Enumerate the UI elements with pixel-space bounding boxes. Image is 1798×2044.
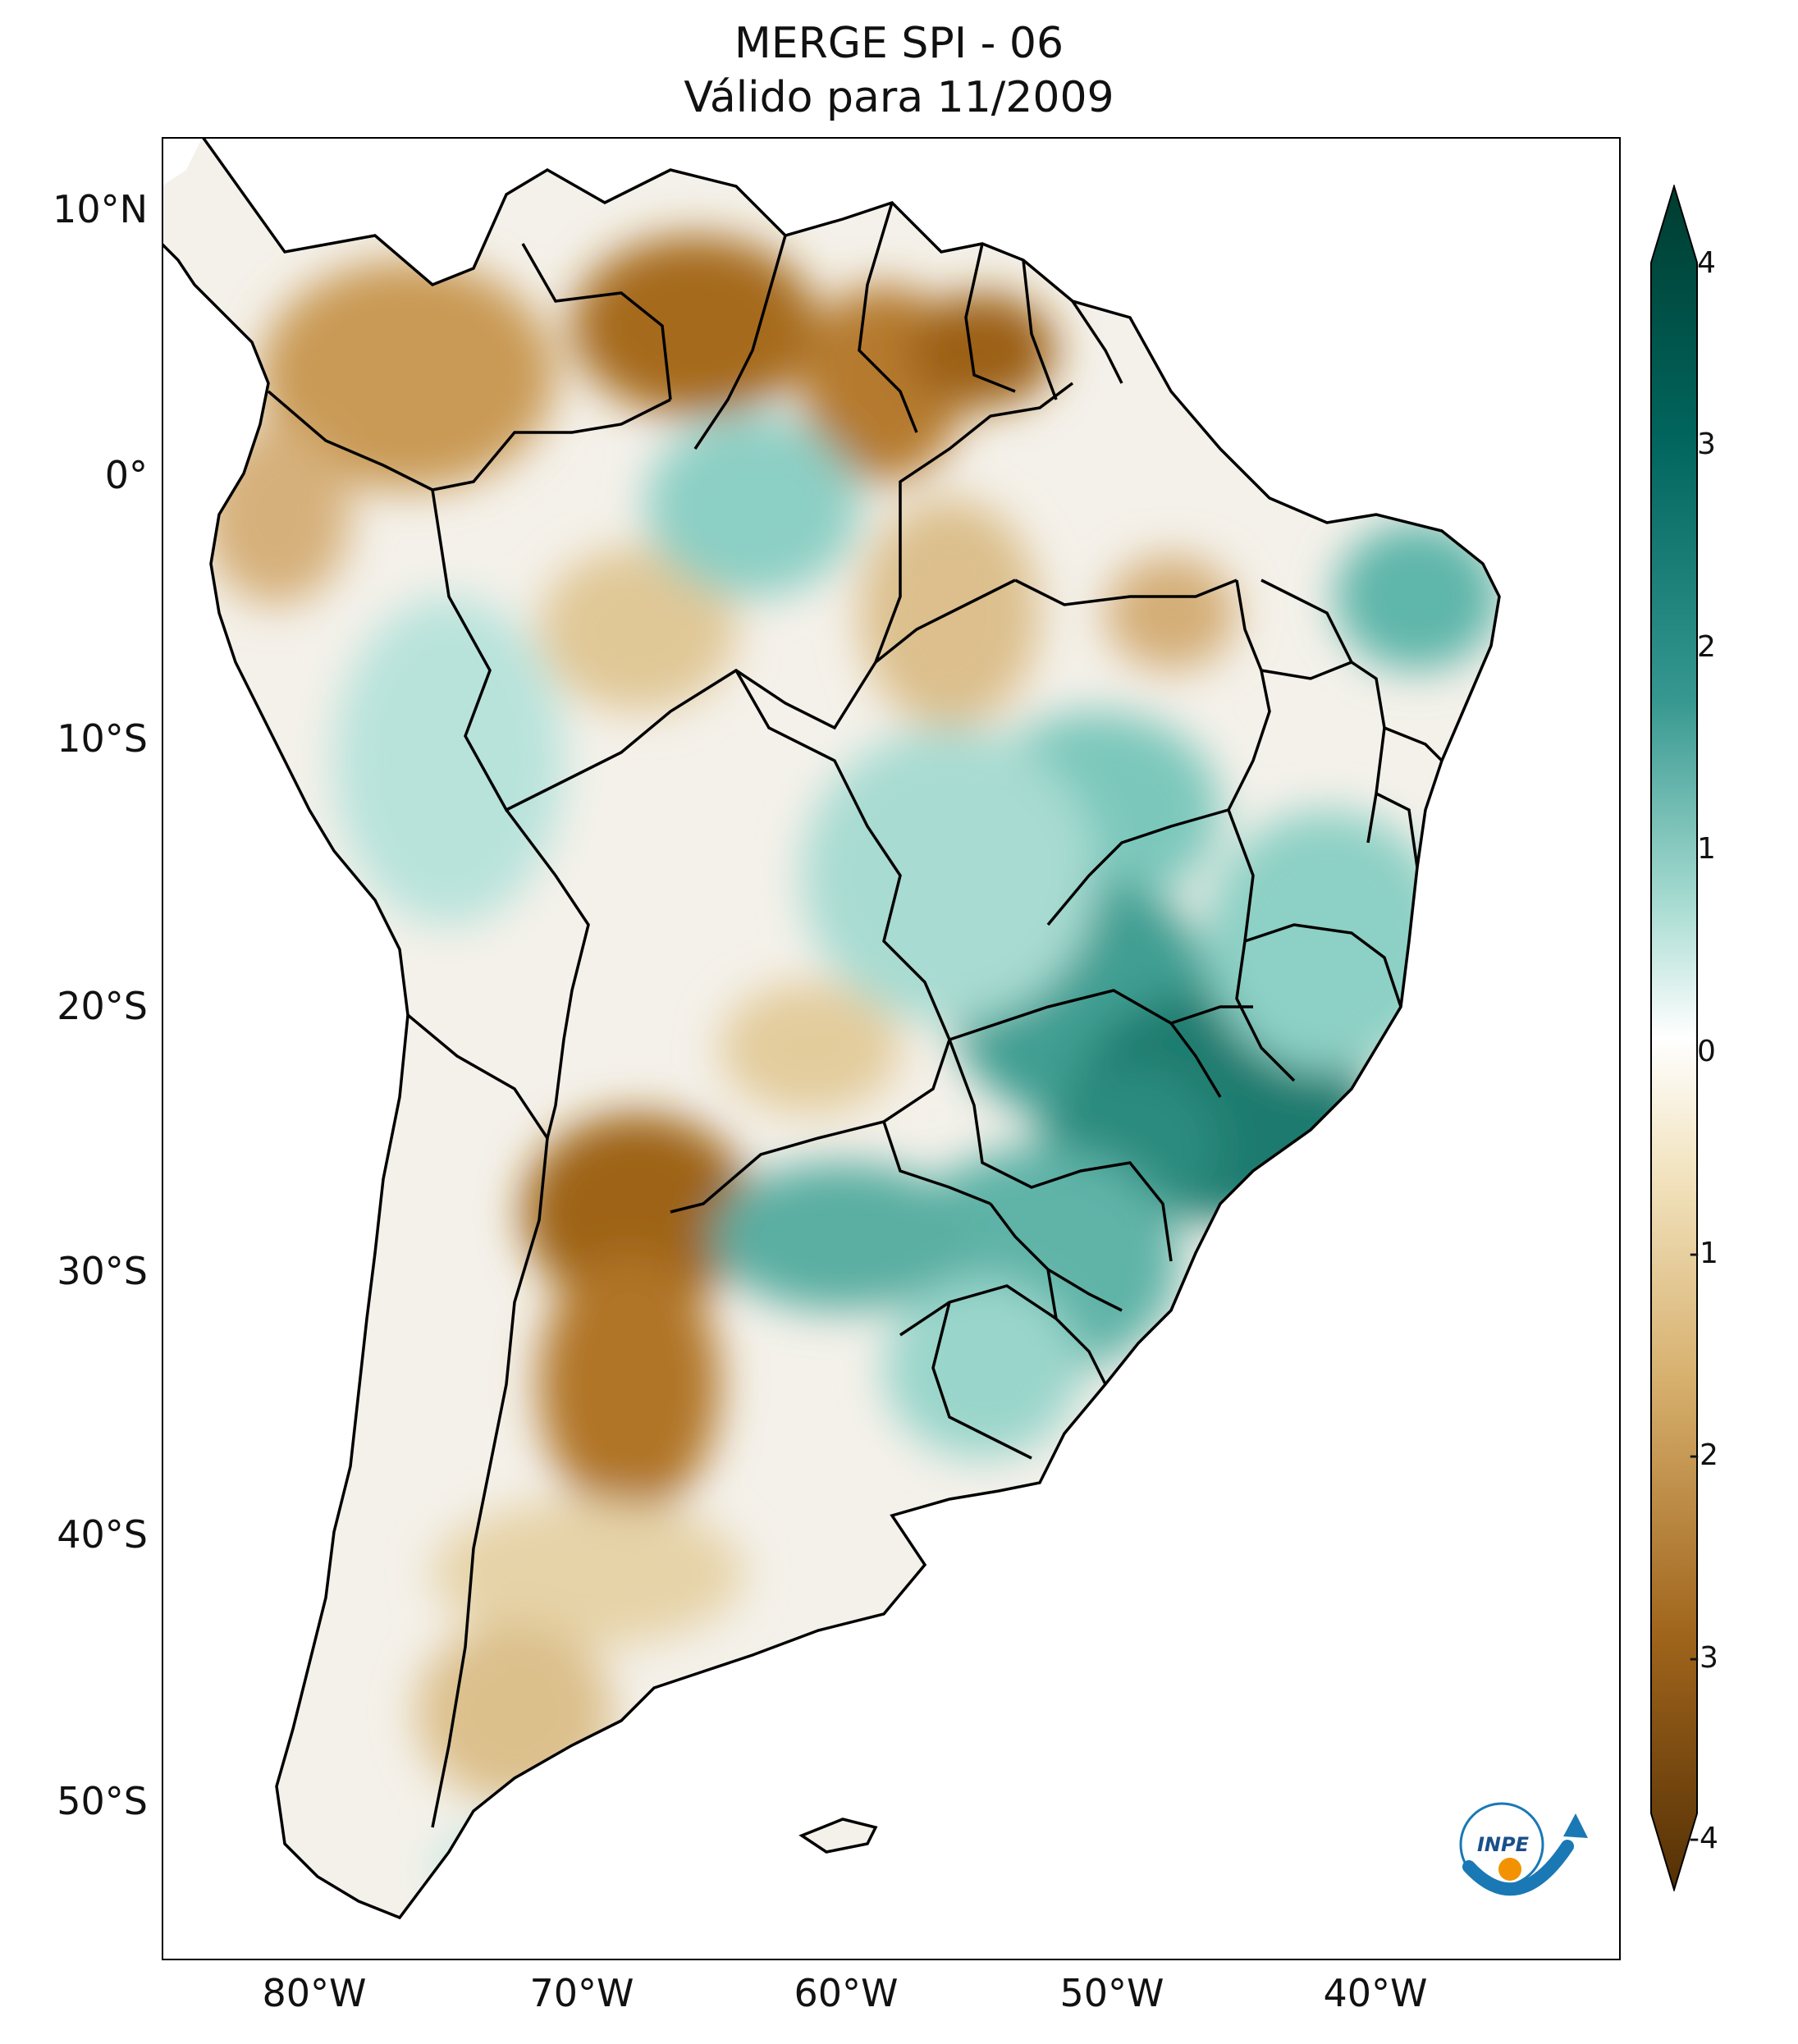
colorbar-tick-neg2: -2	[1689, 1438, 1718, 1472]
colorbar-tick-neg3: -3	[1689, 1641, 1718, 1675]
logo-text: INPE	[1477, 1833, 1530, 1856]
lon-label-60w: 60°W	[794, 1971, 899, 2015]
lat-label-0: 0°	[104, 453, 148, 497]
inpe-logo: INPE	[1444, 1789, 1592, 1904]
lon-label-80w: 80°W	[262, 1971, 367, 2015]
map-frame	[162, 137, 1621, 1960]
colorbar-tick-3: 3	[1697, 428, 1716, 461]
colorbar-tick-2: 2	[1697, 630, 1716, 664]
lat-label-50s: 50°S	[57, 1779, 148, 1823]
lat-label-10s: 10°S	[57, 716, 148, 761]
lon-label-40w: 40°W	[1323, 1971, 1428, 2015]
lat-label-10n: 10°N	[53, 187, 148, 231]
map-border	[162, 137, 1621, 1960]
lon-label-50w: 50°W	[1059, 1971, 1164, 2015]
lon-label-70w: 70°W	[529, 1971, 634, 2015]
lat-label-30s: 30°S	[57, 1249, 148, 1293]
colorbar-tick-1: 1	[1697, 832, 1716, 866]
falklands-outline	[798, 1818, 878, 1854]
colorbar-tick-neg1: -1	[1689, 1237, 1718, 1270]
map-title: MERGE SPI - 06	[734, 19, 1064, 68]
colorbar-tick-neg4: -4	[1689, 1822, 1718, 1855]
map-subtitle: Válido para 11/2009	[684, 73, 1114, 122]
colorbar-tick-4: 4	[1697, 246, 1716, 280]
country-borders	[162, 137, 1501, 1920]
lat-label-20s: 20°S	[57, 984, 148, 1028]
colorbar-tick-0: 0	[1697, 1035, 1716, 1068]
colorbar	[1650, 185, 1698, 1891]
lat-label-40s: 40°S	[57, 1512, 148, 1557]
